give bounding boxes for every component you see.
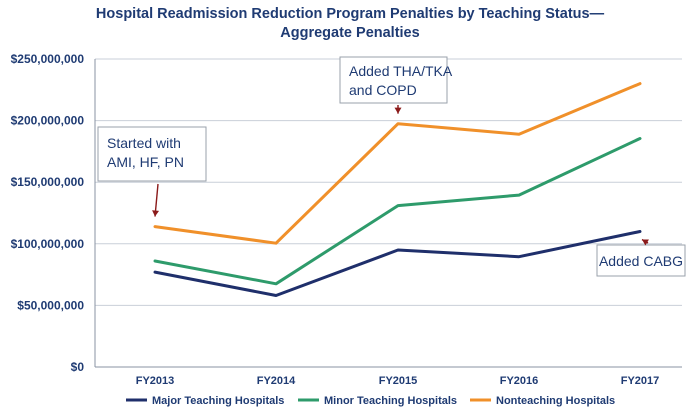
- y-tick-label: $0: [71, 360, 85, 374]
- series-line: [153, 82, 642, 245]
- annotation-arrowhead: [642, 239, 649, 246]
- series-line: [153, 137, 642, 286]
- annotation-arrowhead: [152, 210, 160, 217]
- annotation-text: AMI, HF, PN: [107, 154, 184, 170]
- legend-label: Minor Teaching Hospitals: [324, 395, 457, 407]
- annotation-text: Started with: [107, 135, 181, 151]
- y-tick-label: $150,000,000: [11, 175, 85, 189]
- chart-title: Hospital Readmission Reduction Program P…: [96, 6, 605, 22]
- y-axis-ticks: $0 $50,000,000 $100,000,000 $150,000,000 $20…: [11, 52, 85, 374]
- y-tick-label: $100,000,000: [11, 237, 85, 251]
- legend-label: Major Teaching Hospitals: [152, 395, 284, 407]
- series-lines: [153, 82, 642, 297]
- legend: Major Teaching Hospitals Minor Teaching H…: [126, 395, 615, 407]
- chart-subtitle: Aggregate Penalties: [280, 25, 419, 41]
- series-line: [153, 230, 642, 297]
- annotation-box: [596, 244, 686, 277]
- y-tick-label: $250,000,000: [11, 52, 85, 66]
- annotation-text: Added CABG: [599, 253, 683, 269]
- y-tick-label: $50,000,000: [17, 298, 84, 312]
- y-tick-label: $200,000,000: [11, 114, 85, 128]
- x-tick-label: FY2014: [257, 375, 296, 387]
- x-tick-label: FY2013: [136, 375, 175, 387]
- x-axis-ticks: FY2013 FY2014 FY2015 FY2016 FY2017: [136, 375, 660, 387]
- x-tick-label: FY2015: [379, 375, 418, 387]
- annotation-arrowhead: [394, 107, 402, 114]
- annotation-text: Added THA/TKA: [349, 63, 453, 79]
- annotation-text: and COPD: [349, 82, 417, 98]
- x-tick-label: FY2017: [621, 375, 660, 387]
- annotation-box: [97, 126, 207, 182]
- annotation-box: [339, 56, 448, 104]
- x-tick-label: FY2016: [500, 375, 539, 387]
- legend-label: Nonteaching Hospitals: [496, 395, 615, 407]
- annotations: Started with AMI, HF, PN Added THA/TKA and …: [97, 56, 686, 277]
